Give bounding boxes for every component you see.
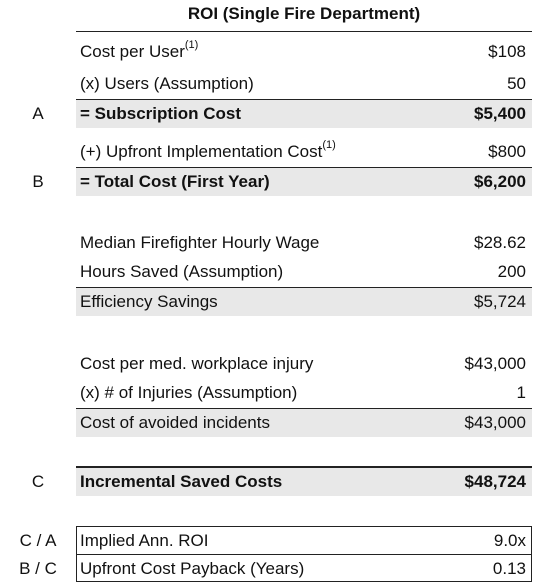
row-efficiency-savings: Efficiency Savings $5,724: [0, 288, 538, 316]
injury-count-value: 1: [516, 383, 526, 402]
row-incremental: C Incremental Saved Costs $48,724: [0, 468, 538, 496]
cost-per-user-footnote: (1): [184, 39, 199, 52]
cost-per-user-value: $108: [488, 42, 526, 61]
injury-cost-value: $43,000: [464, 354, 526, 373]
total-shade: [76, 168, 532, 196]
total-cost-value: $6,200: [474, 172, 526, 191]
injury-count-label: (x) # of Injuries (Assumption): [80, 383, 298, 402]
wage-value: $28.62: [474, 233, 526, 252]
users-label: (x) Users (Assumption): [80, 74, 254, 93]
efficiency-savings-label: Efficiency Savings: [80, 292, 218, 311]
row-wage: Median Firefighter Hourly Wage $28.62: [0, 229, 538, 257]
subscription-cost-label: = Subscription Cost: [80, 104, 242, 123]
wage-label: Median Firefighter Hourly Wage: [80, 233, 320, 252]
row-avoided-incidents: Cost of avoided incidents $43,000: [0, 409, 538, 437]
metrics-divider: [76, 554, 532, 555]
upfront-footnote: (1): [322, 139, 336, 152]
row-users: (x) Users (Assumption) 50: [0, 70, 538, 98]
avoided-value: $43,000: [464, 413, 526, 432]
users-value: 50: [507, 74, 526, 93]
rule-before-efficiency: [76, 287, 532, 288]
cost-per-user-label-wrap: Cost per User(1): [80, 38, 198, 66]
title-underline: [76, 31, 532, 32]
row-upfront-cost: (+) Upfront Implementation Cost(1) $800: [0, 138, 538, 166]
rule-before-total: [76, 167, 532, 168]
row-subscription-cost: A = Subscription Cost $5,400: [0, 100, 538, 128]
payback-label: Upfront Cost Payback (Years): [80, 559, 305, 578]
hours-value: 200: [497, 262, 526, 281]
row-payback: B / C Upfront Cost Payback (Years) 0.13: [0, 555, 538, 583]
subscription-shade: [76, 100, 532, 128]
row-total-cost: B = Total Cost (First Year) $6,200: [0, 168, 538, 196]
total-cost-label: = Total Cost (First Year): [80, 172, 270, 191]
avoided-label: Cost of avoided incidents: [80, 413, 270, 432]
cost-per-user-label: Cost per User: [80, 42, 185, 61]
efficiency-savings-value: $5,724: [474, 292, 526, 311]
incremental-value: $48,724: [464, 472, 526, 491]
roi-value: 9.0x: [493, 531, 526, 550]
row-hours-saved: Hours Saved (Assumption) 200: [0, 258, 538, 286]
avoided-shade: [76, 409, 532, 437]
payback-value: 0.13: [492, 559, 526, 578]
subscription-cost-value: $5,400: [474, 104, 526, 123]
row-injury-cost: Cost per med. workplace injury $43,000: [0, 350, 538, 378]
table-title: ROI (Single Fire Department): [187, 4, 421, 23]
injury-cost-label: Cost per med. workplace injury: [80, 354, 314, 373]
rule-before-incremental: [76, 466, 532, 468]
marker-b: B: [32, 172, 44, 191]
efficiency-shade: [76, 288, 532, 316]
upfront-value: $800: [488, 142, 526, 161]
marker-a: A: [32, 104, 44, 123]
roi-label: Implied Ann. ROI: [80, 531, 209, 550]
upfront-label-wrap: (+) Upfront Implementation Cost(1): [80, 138, 336, 166]
row-cost-per-user: Cost per User(1) $108: [0, 38, 538, 66]
marker-c: C: [31, 472, 45, 491]
incremental-shade: [76, 468, 532, 496]
row-injury-count: (x) # of Injuries (Assumption) 1: [0, 379, 538, 407]
rule-before-subscription: [76, 99, 532, 100]
marker-c-over-a: C / A: [19, 531, 57, 550]
incremental-label: Incremental Saved Costs: [80, 472, 283, 491]
upfront-label: (+) Upfront Implementation Cost: [80, 142, 323, 161]
rule-before-avoided: [76, 408, 532, 409]
hours-label: Hours Saved (Assumption): [80, 262, 284, 281]
row-roi: C / A Implied Ann. ROI 9.0x: [0, 527, 538, 555]
marker-b-over-c: B / C: [19, 559, 57, 578]
